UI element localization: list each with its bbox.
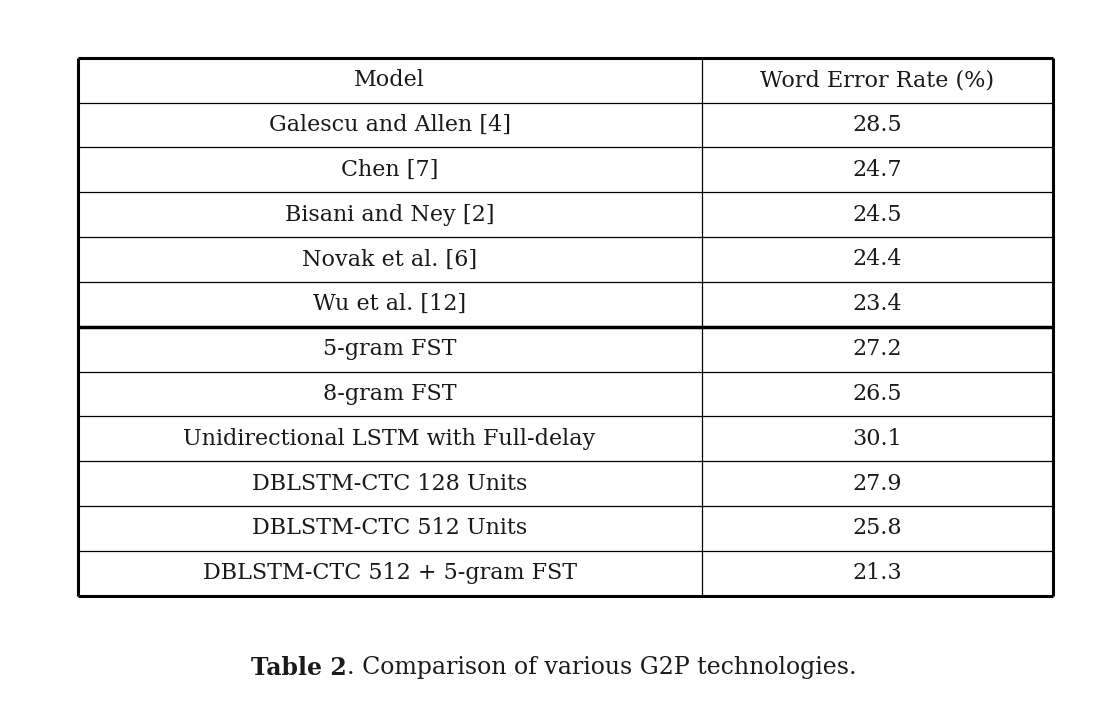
Text: 8-gram FST: 8-gram FST (322, 383, 456, 405)
Text: 24.5: 24.5 (852, 204, 902, 226)
Text: 25.8: 25.8 (852, 518, 902, 539)
Text: 21.3: 21.3 (852, 562, 902, 584)
Text: 28.5: 28.5 (852, 114, 902, 136)
Text: Bisani and Ney [2]: Bisani and Ney [2] (285, 204, 494, 226)
Text: 30.1: 30.1 (852, 427, 902, 450)
Text: Wu et al. [12]: Wu et al. [12] (314, 293, 466, 316)
Text: DBLSTM-CTC 128 Units: DBLSTM-CTC 128 Units (252, 473, 527, 495)
Text: Novak et al. [6]: Novak et al. [6] (302, 248, 478, 271)
Text: 5-gram FST: 5-gram FST (322, 338, 456, 360)
Text: Galescu and Allen [4]: Galescu and Allen [4] (268, 114, 511, 136)
Text: DBLSTM-CTC 512 Units: DBLSTM-CTC 512 Units (252, 518, 527, 539)
Text: DBLSTM-CTC 512 + 5-gram FST: DBLSTM-CTC 512 + 5-gram FST (203, 562, 576, 584)
Text: Unidirectional LSTM with Full-delay: Unidirectional LSTM with Full-delay (184, 427, 596, 450)
Text: . Comparison of various G2P technologies.: . Comparison of various G2P technologies… (347, 656, 856, 679)
Text: Word Error Rate (%): Word Error Rate (%) (760, 69, 994, 91)
Text: 24.7: 24.7 (852, 159, 902, 180)
Text: 23.4: 23.4 (852, 293, 902, 316)
Text: 27.2: 27.2 (852, 338, 902, 360)
Text: Model: Model (355, 69, 425, 91)
Text: Table 2: Table 2 (252, 656, 347, 680)
Text: 27.9: 27.9 (852, 473, 902, 495)
Text: 26.5: 26.5 (852, 383, 902, 405)
Text: 24.4: 24.4 (852, 248, 902, 271)
Text: Chen [7]: Chen [7] (341, 159, 439, 180)
